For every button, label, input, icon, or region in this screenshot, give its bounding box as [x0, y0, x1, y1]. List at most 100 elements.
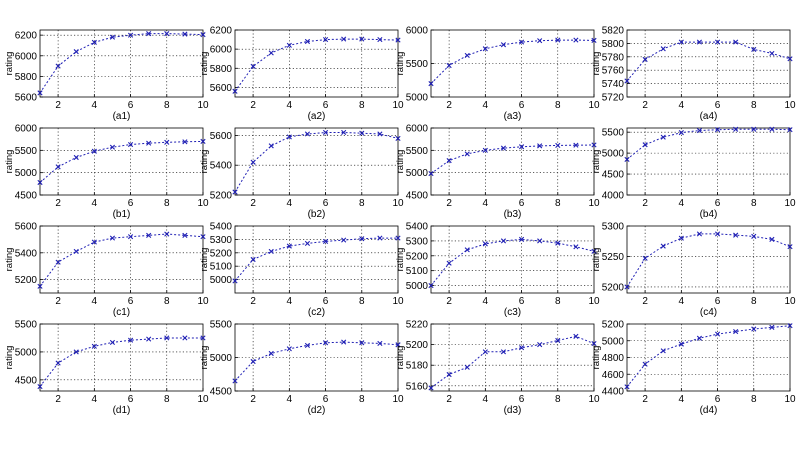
data-point	[200, 32, 206, 38]
y-axis-label: rating	[591, 52, 602, 76]
x-tick-label: 4	[287, 100, 293, 111]
data-point	[91, 239, 97, 245]
series-line	[234, 38, 399, 92]
y-tick-label: 4800	[602, 353, 625, 364]
plot-frame	[430, 323, 595, 392]
data-point	[268, 143, 274, 149]
x-tick-label: 8	[164, 296, 170, 307]
y-axis-label: rating	[199, 248, 210, 272]
data-point	[250, 159, 256, 165]
data-point	[573, 333, 579, 339]
y-tick-label: 5200	[210, 248, 233, 259]
y-axis-label: rating	[199, 150, 210, 174]
data-point	[395, 235, 401, 241]
data-point	[464, 364, 470, 370]
data-point	[446, 260, 452, 266]
subplot-caption: (b1)	[113, 209, 131, 220]
y-axis-label: rating	[591, 346, 602, 370]
data-point	[537, 342, 543, 348]
subplot-caption: (a4)	[700, 111, 718, 122]
data-point	[73, 49, 79, 55]
x-tick-label: 10	[392, 198, 404, 209]
data-point	[678, 39, 684, 45]
x-tick-label: 2	[642, 100, 648, 111]
data-point	[714, 231, 721, 237]
x-tick-label: 4	[92, 296, 98, 307]
y-tick-label: 4500	[210, 387, 233, 398]
subplot-caption: (c4)	[700, 307, 717, 318]
data-point	[250, 63, 256, 69]
plot-frame	[234, 225, 399, 294]
data-point	[696, 231, 703, 237]
data-point	[322, 340, 329, 346]
data-point	[642, 56, 648, 63]
series-line	[626, 41, 791, 82]
data-point	[268, 50, 274, 56]
data-point	[109, 235, 116, 241]
data-point	[482, 241, 488, 247]
data-point	[73, 154, 79, 161]
y-tick-label: 5500	[406, 146, 429, 157]
subplot-caption: (a3)	[504, 111, 522, 122]
data-point	[37, 90, 43, 96]
y-tick-label: 5200	[406, 340, 429, 351]
y-axis-label: rating	[591, 150, 602, 174]
x-tick-label: 8	[555, 198, 561, 209]
data-point	[518, 39, 525, 45]
x-tick-label: 8	[555, 394, 561, 405]
data-point	[500, 42, 507, 48]
data-point	[164, 335, 170, 341]
subplot-caption: (d4)	[700, 405, 718, 416]
x-tick-label: 4	[483, 296, 489, 307]
y-tick-label: 4500	[602, 170, 625, 181]
data-point	[55, 63, 61, 69]
data-point	[678, 130, 684, 136]
plot-frame	[234, 127, 399, 196]
x-tick-label: 6	[323, 198, 329, 209]
data-point	[591, 248, 597, 254]
y-tick-label: 5250	[602, 252, 625, 263]
x-tick-label: 8	[751, 198, 757, 209]
data-point	[55, 164, 61, 170]
x-tick-label: 2	[642, 296, 648, 307]
data-point	[642, 255, 648, 261]
y-tick-label: 5800	[602, 39, 625, 50]
x-tick-label: 8	[164, 100, 170, 111]
x-tick-label: 8	[164, 198, 170, 209]
data-point	[660, 46, 666, 52]
x-tick-label: 6	[715, 198, 721, 209]
x-tick-label: 8	[751, 296, 757, 307]
data-point	[359, 130, 365, 136]
data-point	[232, 378, 238, 384]
y-tick-label: 4500	[15, 191, 38, 202]
y-tick-label: 5000	[406, 93, 429, 104]
data-point	[322, 129, 329, 136]
x-tick-label: 10	[784, 100, 796, 111]
data-point	[146, 140, 152, 146]
data-point	[482, 147, 488, 153]
data-point	[464, 151, 470, 157]
y-tick-label: 5720	[602, 93, 625, 104]
data-point	[286, 42, 292, 48]
data-point	[769, 236, 775, 242]
data-point	[642, 142, 648, 148]
y-axis-label: rating	[591, 248, 602, 272]
data-point	[518, 144, 525, 150]
data-point	[146, 232, 152, 238]
x-tick-label: 4	[287, 296, 293, 307]
data-point	[537, 143, 543, 149]
data-point	[341, 36, 347, 42]
data-point	[537, 38, 543, 44]
data-point	[555, 37, 561, 43]
data-point	[109, 339, 116, 346]
data-point	[127, 32, 134, 38]
data-point	[464, 247, 470, 253]
y-axis-label: rating	[199, 346, 210, 370]
y-tick-label: 5300	[406, 236, 429, 247]
data-point	[359, 340, 365, 346]
y-tick-label: 5300	[210, 235, 233, 246]
